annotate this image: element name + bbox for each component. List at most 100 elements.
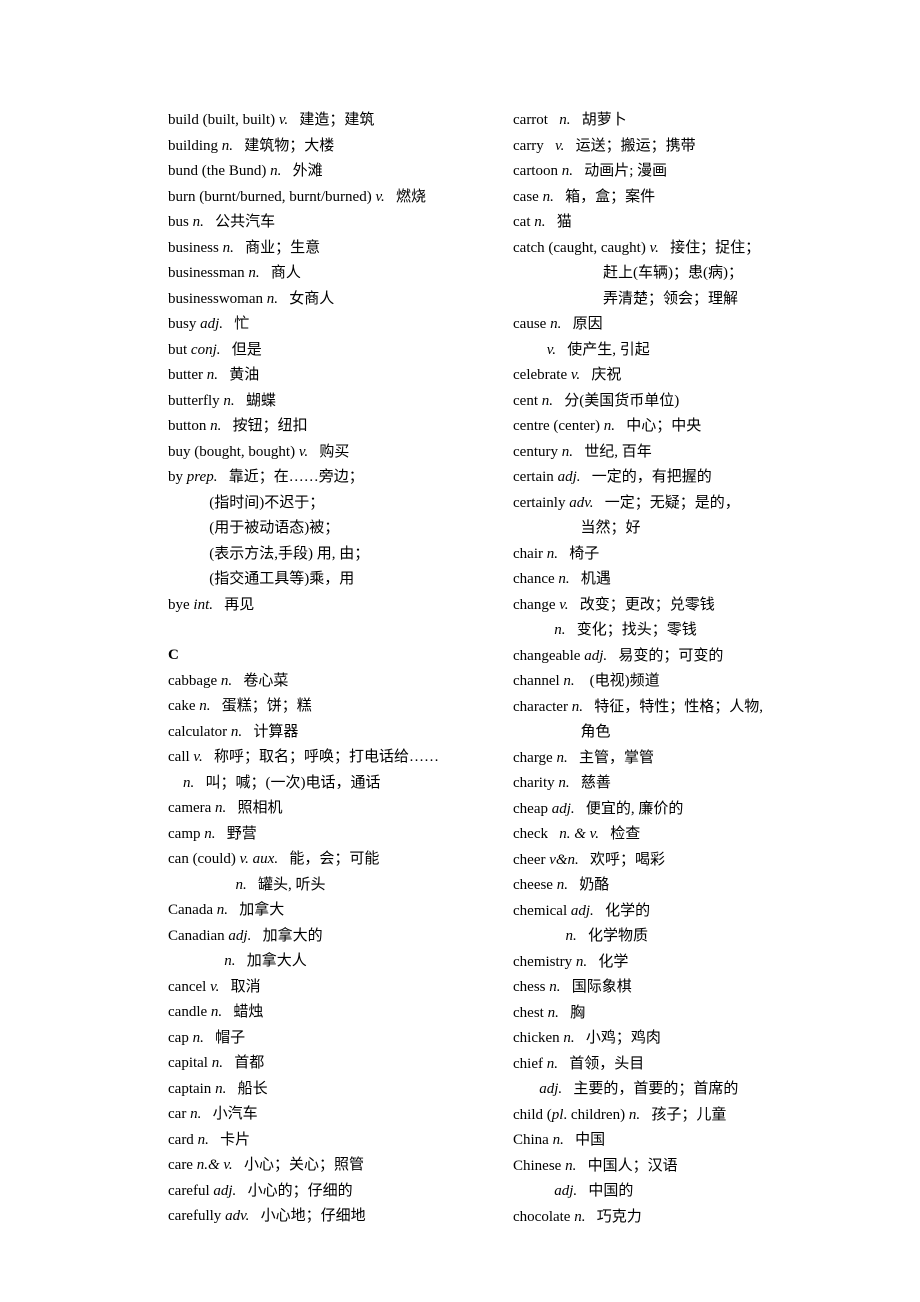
vocab-entry: celebrate v. 庆祝 xyxy=(513,363,840,389)
vocab-entry: chocolate n. 巧克力 xyxy=(513,1205,840,1231)
part-of-speech: n. xyxy=(224,953,235,969)
vocab-entry: cartoon n. 动画片; 漫画 xyxy=(513,159,840,185)
headword: chocolate xyxy=(513,1209,574,1225)
definition: 燃烧 xyxy=(385,189,426,205)
part-of-speech: n. xyxy=(207,367,218,383)
vocab-entry: 角色 xyxy=(513,720,840,746)
part-of-speech: v&n. xyxy=(549,852,579,868)
definition: (用于被动语态)被； xyxy=(209,520,339,536)
definition: 椅子 xyxy=(558,546,599,562)
vocab-entry: butterfly n. 蝴蝶 xyxy=(168,389,495,415)
definition: 中国 xyxy=(564,1132,605,1148)
headword: check xyxy=(513,826,559,842)
vocab-entry: businesswoman n. 女商人 xyxy=(168,287,495,313)
part-of-speech: n. xyxy=(183,775,194,791)
headword: calculator xyxy=(168,724,231,740)
headword: can (could) xyxy=(168,851,240,867)
definition: 世纪, 百年 xyxy=(573,444,652,460)
part-of-speech: n. xyxy=(267,291,278,307)
definition: 使产生, 引起 xyxy=(556,342,650,358)
part-of-speech: n. xyxy=(562,163,573,179)
vocab-entry: bye int. 再见 xyxy=(168,593,495,619)
part-of-speech: n. xyxy=(554,622,565,638)
vocab-entry: changeable adj. 易变的；可变的 xyxy=(513,644,840,670)
headword: channel xyxy=(513,673,563,689)
headword: century xyxy=(513,444,562,460)
headword xyxy=(168,775,183,791)
part-of-speech: v. xyxy=(650,240,659,256)
definition: 变化；找头；零钱 xyxy=(566,622,697,638)
headword xyxy=(168,877,236,893)
vocab-entry: charity n. 慈善 xyxy=(513,771,840,797)
headword: call xyxy=(168,749,193,765)
headword: centre (center) xyxy=(513,418,604,434)
vocab-entry: cat n. 猫 xyxy=(513,210,840,236)
headword: carry xyxy=(513,138,555,154)
headword: chair xyxy=(513,546,547,562)
part-of-speech: n. xyxy=(542,393,553,409)
headword: bye xyxy=(168,597,193,613)
definition: 角色 xyxy=(513,724,611,740)
definition: 一定的，有把握的 xyxy=(580,469,711,485)
part-of-speech: adj. xyxy=(228,928,251,944)
headword: buy (bought, bought) xyxy=(168,444,299,460)
definition: 分(美国货币单位) xyxy=(553,393,679,409)
vocab-entry: cent n. 分(美国货币单位) xyxy=(513,389,840,415)
definition: 外滩 xyxy=(281,163,322,179)
definition: 国际象棋 xyxy=(561,979,632,995)
part-of-speech: n. xyxy=(558,775,569,791)
definition: 小心的；仔细的 xyxy=(236,1183,352,1199)
headword: cat xyxy=(513,214,534,230)
headword: card xyxy=(168,1132,198,1148)
vocab-entry: change v. 改变；更改；兑零钱 xyxy=(513,593,840,619)
definition: 胡萝卜 xyxy=(570,112,626,128)
vocab-entry: buy (bought, bought) v. 购买 xyxy=(168,440,495,466)
headword: certain xyxy=(513,469,558,485)
vocab-entry: 赶上(车辆)；患(病)； xyxy=(513,261,840,287)
vocab-entry: building n. 建筑物；大楼 xyxy=(168,134,495,160)
definition: 帽子 xyxy=(204,1030,245,1046)
part-of-speech: adv. xyxy=(569,495,593,511)
vocab-entry: case n. 箱，盒；案件 xyxy=(513,185,840,211)
part-of-speech: n. xyxy=(193,214,204,230)
vocab-entry: (指交通工具等)乘，用 xyxy=(168,567,495,593)
part-of-speech: n. xyxy=(604,418,615,434)
part-of-speech: n. xyxy=(556,750,567,766)
part-of-speech: n. xyxy=(248,265,259,281)
definition: 加拿大人 xyxy=(236,953,307,969)
part-of-speech: n. xyxy=(558,571,569,587)
vocab-entry: n. 化学物质 xyxy=(513,924,840,950)
headword: button xyxy=(168,418,210,434)
headword: certainly xyxy=(513,495,569,511)
part-of-speech: n. xyxy=(562,444,573,460)
headword: busy xyxy=(168,316,200,332)
part-of-speech: n. xyxy=(547,1056,558,1072)
part-of-speech: n. & v. xyxy=(559,826,599,842)
definition: 卡片 xyxy=(209,1132,250,1148)
headword: case xyxy=(513,189,543,205)
definition: 易变的；可变的 xyxy=(607,648,723,664)
definition: 能，会；可能 xyxy=(278,851,379,867)
vocab-entry: chemical adj. 化学的 xyxy=(513,899,840,925)
part-of-speech: n. xyxy=(559,112,570,128)
vocab-entry: cause n. 原因 xyxy=(513,312,840,338)
vocab-entry: cheer v&n. 欢呼；喝彩 xyxy=(513,848,840,874)
vocab-entry: cap n. 帽子 xyxy=(168,1026,495,1052)
definition: 弄清楚；领会；理解 xyxy=(513,291,738,307)
vocab-entry: carry v. 运送；搬运；携带 xyxy=(513,134,840,160)
part-of-speech: n. xyxy=(222,138,233,154)
part-of-speech: v. xyxy=(547,342,556,358)
definition: 孩子；儿童 xyxy=(640,1107,726,1123)
vocab-entry: businessman n. 商人 xyxy=(168,261,495,287)
vocab-entry: chance n. 机遇 xyxy=(513,567,840,593)
vocab-entry: carefully adv. 小心地；仔细地 xyxy=(168,1204,495,1230)
headword: chance xyxy=(513,571,558,587)
vocab-entry: cancel v. 取消 xyxy=(168,975,495,1001)
part-of-speech: n. xyxy=(204,826,215,842)
definition: 庆祝 xyxy=(580,367,621,383)
headword xyxy=(513,1183,554,1199)
headword xyxy=(168,520,209,536)
vocab-entry: centre (center) n. 中心；中央 xyxy=(513,414,840,440)
part-of-speech: n. xyxy=(223,240,234,256)
vocab-entry: n. 罐头, 听头 xyxy=(168,873,495,899)
